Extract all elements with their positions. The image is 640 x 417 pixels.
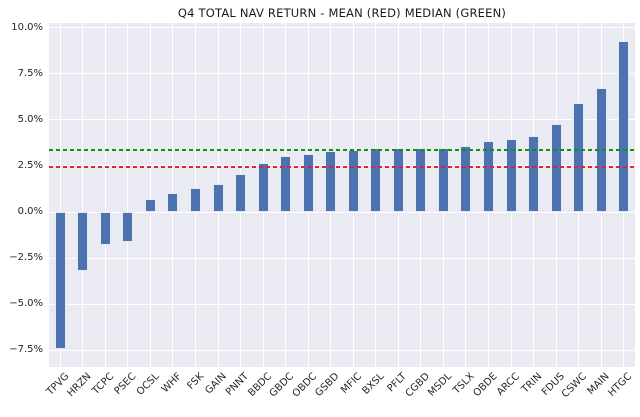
bar-FSK <box>190 188 201 213</box>
x-tick-label: PSEC <box>112 371 139 397</box>
x-tick-label: OCSL <box>134 371 162 398</box>
bar-BXSL <box>370 148 382 213</box>
y-tick-label: 0.0% <box>17 206 43 218</box>
bar-MFIC <box>347 150 359 213</box>
x-tick-label: HTGC <box>606 371 635 399</box>
x-tick-label: HRZN <box>65 371 94 400</box>
x-tick-label: GAIN <box>203 371 229 397</box>
x-tick-label: GBDC <box>267 371 297 400</box>
x-tick-label: CGBD <box>403 371 432 400</box>
h-gridline <box>49 257 635 259</box>
x-tick-label: PNNT <box>224 371 252 398</box>
bar-GAIN <box>212 184 224 213</box>
bar-TRIN <box>528 136 540 213</box>
v-gridline <box>149 23 151 367</box>
x-tick-label: TCPC <box>90 371 117 397</box>
h-gridline <box>49 303 635 305</box>
bar-OBDE <box>483 141 494 213</box>
y-tick-label: −5.0% <box>9 298 43 310</box>
h-gridline <box>49 27 635 29</box>
bar-BBDC <box>257 163 269 213</box>
y-tick-label: 5.0% <box>17 113 43 125</box>
bar-WHF <box>167 192 179 213</box>
bar-TSLX <box>460 145 472 213</box>
median-line <box>49 149 635 152</box>
v-gridline <box>127 23 129 367</box>
bar-HTGC <box>618 40 630 213</box>
h-gridline <box>49 211 635 213</box>
bar-PFLT <box>392 148 404 213</box>
bar-OBDC <box>302 153 314 213</box>
x-tick-label: OBDC <box>290 371 319 400</box>
x-tick-label: MSDL <box>426 371 455 399</box>
x-tick-label: OBDE <box>471 371 500 400</box>
x-tick-label: CSWC <box>560 371 590 401</box>
bar-OCSL <box>144 199 156 213</box>
bar-GBDC <box>280 155 292 213</box>
mean-line <box>49 165 635 168</box>
x-tick-label: BXSL <box>360 371 387 397</box>
bar-PSEC <box>122 212 134 243</box>
h-gridline <box>49 73 635 75</box>
x-tick-label: WHF <box>159 371 184 396</box>
bar-CGBD <box>415 148 427 213</box>
v-gridline <box>104 23 106 367</box>
h-gridline <box>49 119 635 121</box>
bar-HRZN <box>77 212 89 272</box>
x-tick-label: GSBD <box>313 371 342 400</box>
y-tick-label: −7.5% <box>9 344 43 356</box>
bar-PNNT <box>235 174 247 213</box>
bar-TPVG <box>54 212 66 350</box>
h-gridline <box>49 349 635 351</box>
y-tick-label: 10.0% <box>11 21 43 33</box>
y-tick-label: 2.5% <box>17 159 43 171</box>
v-gridline <box>59 23 61 367</box>
x-tick-label: ARCC <box>494 371 522 399</box>
plot-area <box>49 23 635 367</box>
bar-GSBD <box>325 151 337 213</box>
v-gridline <box>82 23 84 367</box>
x-tick-label: MFIC <box>339 371 365 396</box>
y-tick-label: −2.5% <box>9 252 43 264</box>
chart-title: Q4 TOTAL NAV RETURN - MEAN (RED) MEDIAN … <box>177 6 507 20</box>
bar-CSWC <box>573 103 585 213</box>
bar-MSDL <box>437 147 449 213</box>
bar-FDUS <box>550 123 562 213</box>
bar-TCPC <box>99 212 111 246</box>
y-tick-label: 7.5% <box>17 67 43 79</box>
bar-ARCC <box>505 139 517 213</box>
